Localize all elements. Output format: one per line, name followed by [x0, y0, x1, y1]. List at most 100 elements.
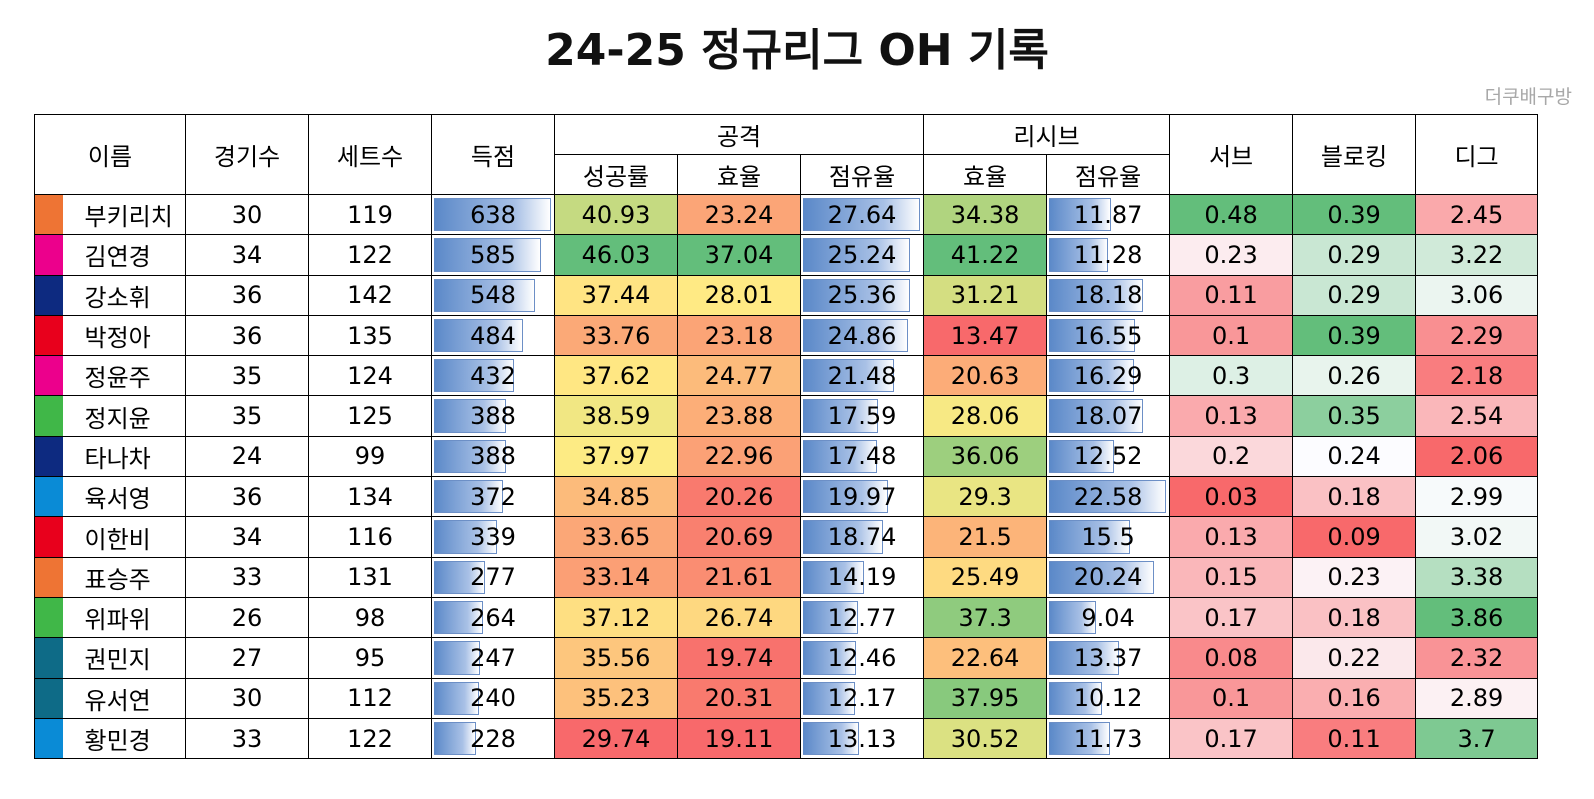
table-row: 부키리치 30 119 638 40.93 23.24 27.64 34.38 11.87 0.4…: [34, 193, 1539, 236]
cell-atk-success: 29.74: [554, 717, 679, 760]
cell-sets: 122: [308, 234, 433, 276]
data-bar: [434, 600, 484, 635]
cell-value: 13.13: [827, 724, 897, 753]
cell-rcv-eff: 28.06: [923, 395, 1048, 437]
header-receive: 리시브: [923, 114, 1171, 155]
cell-value: 585: [470, 240, 516, 269]
cell-atk-eff: 23.18: [677, 314, 802, 357]
cell-atk-eff: 23.88: [677, 395, 802, 437]
cell-atk-success: 37.12: [554, 596, 679, 639]
cell-serve: 0.17: [1169, 717, 1294, 760]
cell-atk-eff: 37.04: [677, 234, 802, 276]
cell-atk-share: 17.59: [800, 395, 925, 437]
cell-points: 339: [431, 516, 556, 558]
cell-dig: 2.45: [1415, 193, 1539, 236]
team-color-swatch: [34, 314, 63, 357]
cell-points: 432: [431, 355, 556, 397]
team-color-swatch: [34, 556, 63, 598]
table-row: 김연경 34 122 585 46.03 37.04 25.24 41.22 11.28 0.23…: [34, 234, 1539, 276]
data-bar: [434, 359, 514, 393]
cell-rcv-share: 11.28: [1046, 234, 1171, 276]
data-bar: [1049, 238, 1108, 272]
table-row: 황민경 33 122 228 29.74 19.11 13.13 30.52 11.73 0.17…: [34, 717, 1539, 760]
chart-title: 24-25 정규리그 OH 기록: [545, 25, 1049, 76]
header-block: 블로킹: [1292, 114, 1417, 195]
cell-rcv-share: 16.29: [1046, 355, 1171, 397]
cell-serve: 0.48: [1169, 193, 1294, 236]
cell-value: 264: [470, 603, 516, 632]
cell-dig: 3.22: [1415, 234, 1539, 276]
cell-atk-eff: 24.77: [677, 355, 802, 397]
cell-value: 18.74: [827, 523, 897, 552]
data-bar: [1049, 641, 1119, 675]
data-bar: [1049, 520, 1130, 554]
cell-games: 24: [185, 435, 310, 478]
data-bar: [1049, 439, 1115, 474]
team-color-swatch: [34, 717, 63, 760]
player-name: 유서연: [62, 677, 187, 719]
cell-atk-share: 12.77: [800, 596, 925, 639]
cell-rcv-share: 12.52: [1046, 435, 1171, 478]
data-bar: [434, 238, 542, 272]
cell-sets: 142: [308, 274, 433, 316]
team-color-swatch: [34, 274, 63, 316]
team-color-swatch: [34, 355, 63, 397]
cell-atk-eff: 23.24: [677, 193, 802, 236]
cell-rcv-share: 18.07: [1046, 395, 1171, 437]
cell-value: 17.59: [827, 402, 897, 431]
table-row: 이한비 34 116 339 33.65 20.69 18.74 21.5 15.5 0.13 0.…: [34, 516, 1539, 558]
header-receive-efficiency: 효율: [923, 154, 1048, 195]
cell-atk-share: 19.97: [800, 476, 925, 518]
cell-points: 638: [431, 193, 556, 236]
cell-value: 240: [470, 684, 516, 713]
cell-games: 33: [185, 717, 310, 760]
cell-rcv-eff: 37.3: [923, 596, 1048, 639]
cell-block: 0.29: [1292, 274, 1417, 316]
header-dig: 디그: [1415, 114, 1539, 195]
cell-dig: 3.02: [1415, 516, 1539, 558]
cell-value: 484: [470, 321, 516, 350]
data-bar: [1049, 278, 1144, 312]
cell-rcv-eff: 36.06: [923, 435, 1048, 478]
cell-sets: 98: [308, 596, 433, 639]
header-sets: 세트수: [308, 114, 433, 195]
cell-games: 35: [185, 395, 310, 437]
cell-atk-eff: 19.11: [677, 717, 802, 760]
team-color-swatch: [34, 435, 63, 478]
data-bar: [803, 439, 878, 474]
cell-points: 548: [431, 274, 556, 316]
cell-serve: 0.23: [1169, 234, 1294, 276]
data-bar: [803, 681, 856, 715]
player-name: 김연경: [62, 234, 187, 276]
data-bar: [803, 318, 909, 353]
data-bar: [803, 399, 878, 433]
data-bar: [434, 439, 506, 474]
cell-sets: 135: [308, 314, 433, 357]
cell-points: 372: [431, 476, 556, 518]
cell-rcv-share: 11.87: [1046, 193, 1171, 236]
cell-points: 264: [431, 596, 556, 639]
cell-serve: 0.13: [1169, 516, 1294, 558]
cell-block: 0.39: [1292, 314, 1417, 357]
team-color-swatch: [34, 596, 63, 639]
cell-atk-share: 12.17: [800, 677, 925, 719]
player-name: 이한비: [62, 516, 187, 558]
header-attack-success: 성공률: [554, 154, 679, 195]
data-bar: [803, 198, 921, 232]
data-bar: [1049, 600, 1097, 635]
cell-value: 17.48: [827, 442, 897, 471]
data-bar: [434, 399, 506, 433]
cell-dig: 2.18: [1415, 355, 1539, 397]
player-name: 정윤주: [62, 355, 187, 397]
table-row: 정지윤 35 125 388 38.59 23.88 17.59 28.06 18.07 0.13…: [34, 395, 1539, 437]
cell-value: 19.97: [827, 482, 897, 511]
cell-games: 36: [185, 274, 310, 316]
data-bar: [803, 359, 895, 393]
cell-rcv-share: 13.37: [1046, 637, 1171, 679]
cell-dig: 3.7: [1415, 717, 1539, 760]
cell-value: 18.18: [1073, 281, 1143, 310]
player-name: 표승주: [62, 556, 187, 598]
cell-value: 277: [470, 563, 516, 592]
cell-block: 0.22: [1292, 637, 1417, 679]
data-bar: [434, 721, 477, 756]
